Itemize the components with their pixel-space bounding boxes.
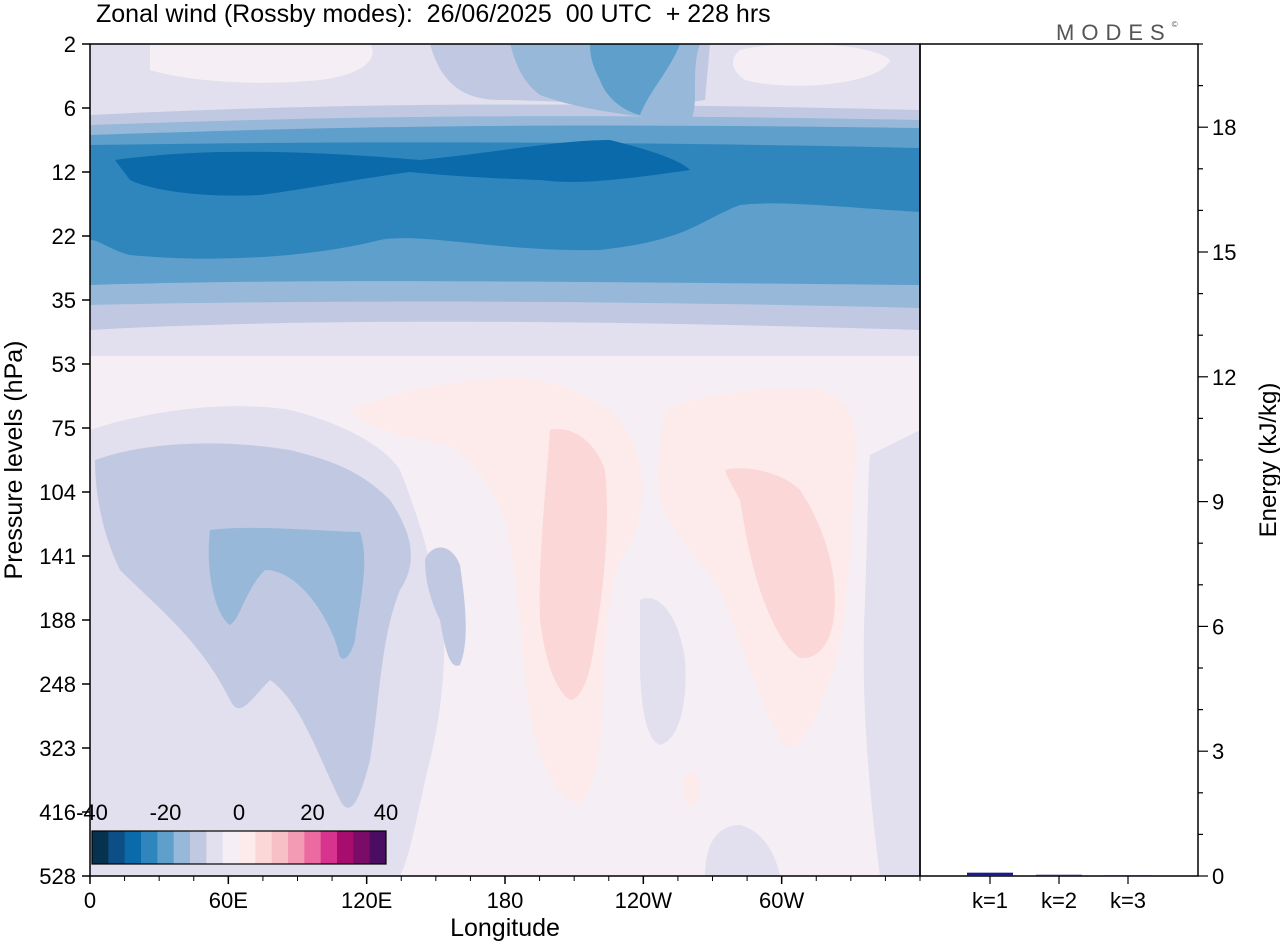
colorbar-tick-label: 0	[233, 800, 245, 825]
energy-tick-label: 18	[1212, 115, 1236, 140]
y-tick-label: 12	[52, 160, 76, 185]
colorbar-tick-label: -40	[76, 800, 108, 825]
colorbar-swatch	[288, 831, 305, 864]
colorbar-swatch	[173, 831, 191, 864]
band-blue-top	[590, 44, 680, 115]
x-axis-label: Longitude	[450, 914, 560, 942]
chart-title: Zonal wind (Rossby modes): 26/06/2025 00…	[96, 0, 771, 28]
y-tick-label: 528	[39, 864, 76, 889]
energy-tick-label: 12	[1212, 365, 1236, 390]
energy-axis-label: Energy (kJ/kg)	[1255, 383, 1280, 538]
band-lavender-low-right	[863, 430, 920, 876]
colorbar-swatch	[108, 831, 126, 864]
x-tick-label: 60W	[759, 888, 804, 913]
y-tick-label: 104	[39, 480, 76, 505]
band-pink-small	[683, 771, 700, 806]
band-blue-low-left	[208, 527, 365, 659]
y-tick-label: 248	[39, 672, 76, 697]
colorbar-tick-label: -20	[150, 800, 182, 825]
band-pale-top-left	[150, 44, 373, 83]
y-tick-label: 2	[64, 32, 76, 57]
energy-tick-label: 9	[1212, 490, 1224, 515]
x-axis: 0 60E 120E 180 120W 60W	[84, 876, 921, 913]
x-tick-label: 120E	[341, 888, 392, 913]
bar-category-label: k=3	[1110, 888, 1146, 913]
colorbar-swatch	[157, 831, 175, 864]
y-tick-label: 35	[52, 288, 76, 313]
energy-bar	[1036, 874, 1082, 876]
colorbar-swatch	[206, 831, 224, 864]
x-tick-label: 60E	[209, 888, 248, 913]
colorbar-swatch	[190, 831, 207, 864]
energy-tick-label: 6	[1212, 614, 1224, 639]
y-tick-label: 416	[39, 800, 76, 825]
modes-logo: MODES©	[1056, 20, 1178, 46]
energy-bar	[1105, 875, 1151, 877]
y-tick-label: 188	[39, 608, 76, 633]
energy-tick-label: 0	[1212, 864, 1224, 889]
colorbar-swatch	[222, 831, 240, 864]
colorbar-swatch	[239, 831, 256, 864]
y-tick-label: 323	[39, 736, 76, 761]
copyright-mark: ©	[1171, 20, 1178, 29]
x-tick-label: 120W	[615, 888, 673, 913]
y-axis-left: 2 6 12 22 35 53 75 104 141 188 248 323 416 528	[39, 32, 90, 889]
heatmap-panel	[90, 44, 920, 876]
colorbar-swatch	[141, 831, 158, 864]
band-pink-1	[539, 429, 607, 700]
energy-bar	[967, 872, 1013, 876]
energy-tick-label: 3	[1212, 739, 1224, 764]
energy-tick-label: 15	[1212, 240, 1236, 265]
y-tick-label: 53	[52, 352, 76, 377]
bar-category-label: k=2	[1041, 888, 1077, 913]
modes-logo-text: MODES	[1056, 20, 1172, 45]
y-axis-label: Pressure levels (hPa)	[0, 341, 28, 580]
colorbar-swatch	[369, 831, 387, 864]
colorbar-swatch	[255, 831, 273, 864]
y-tick-label: 141	[39, 544, 76, 569]
band-lavender-bottom	[705, 825, 780, 876]
x-tick-label: 180	[487, 888, 524, 913]
bar-panel-frame	[919, 43, 1199, 877]
bar-category-label: k=1	[972, 888, 1008, 913]
colorbar-swatch	[92, 831, 109, 864]
colorbar-frame	[91, 830, 387, 865]
colorbar-swatch	[320, 831, 338, 864]
band-lavender-low-mid	[640, 598, 686, 745]
colorbar-tick-label: 20	[300, 800, 324, 825]
y-tick-label: 22	[52, 224, 76, 249]
colorbar-swatch	[124, 831, 142, 864]
y-axis-right: 0 3 6 9 12 15 18	[1198, 43, 1236, 889]
band-pink-2	[725, 468, 835, 659]
energy-bars: k=1 k=2 k=3	[967, 872, 1151, 913]
colorbar-swatch	[271, 831, 289, 864]
colorbar-swatch	[304, 831, 322, 864]
y-tick-label: 6	[64, 96, 76, 121]
colorbar-tick-label: 40	[374, 800, 398, 825]
x-tick-label: 0	[84, 888, 96, 913]
band-darkblue	[115, 140, 690, 196]
band-pale-top-right	[733, 44, 890, 86]
colorbar-swatch	[353, 831, 371, 864]
band-lilac-low-mid	[425, 547, 466, 666]
y-tick-label: 75	[52, 416, 76, 441]
colorbar-swatch	[337, 831, 354, 864]
colorbar: -40 -20 0 20 40	[76, 800, 398, 865]
